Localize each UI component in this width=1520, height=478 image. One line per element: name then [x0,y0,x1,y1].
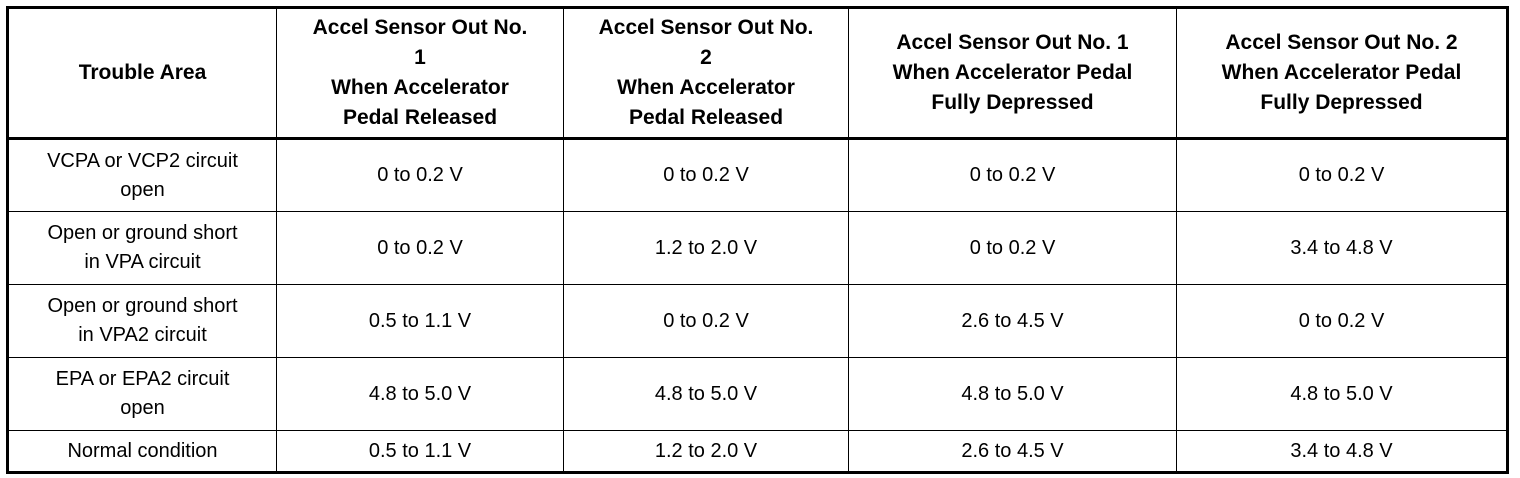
cell-line: Open or ground short [47,222,238,244]
voltage-cell: 4.8 to 5.0 V [563,357,849,431]
voltage-cell: 4.8 to 5.0 V [848,357,1177,431]
header-cell: Accel Sensor Out No. 1 When Accelerator Ped… [276,7,564,140]
cell-line: in VPA2 circuit [78,324,207,346]
table-row: Open or ground short in VPA circuit 0 to 0… [7,211,1508,285]
voltage-cell: 0 to 0.2 V [1176,284,1508,358]
cell-line: Accel Sensor Out No. 2 [1225,31,1458,54]
header-cell: Trouble Area [7,7,277,140]
voltage-cell: 0.5 to 1.1 V [276,430,564,473]
cell-line: EPA or EPA2 circuit [55,368,230,390]
voltage-cell: 0 to 0.2 V [848,138,1177,212]
table-row: EPA or EPA2 circuit open 4.8 to 5.0 V 4.8 t… [7,357,1508,431]
cell-line: 1 [414,46,426,69]
trouble-area-cell: Open or ground short in VPA2 circuit [7,284,277,358]
cell-line: Accel Sensor Out No. [598,16,814,39]
cell-line: When Accelerator Pedal [892,61,1133,84]
cell-line: open [120,178,165,201]
voltage-cell: 2.6 to 4.5 V [848,284,1177,358]
header-cell: Accel Sensor Out No. 1 When Accelerator P… [848,7,1177,140]
voltage-cell: 0 to 0.2 V [276,138,564,212]
voltage-cell: 4.8 to 5.0 V [1176,357,1508,431]
trouble-area-cell: Open or ground short in VPA circuit [7,211,277,285]
header-cell: Accel Sensor Out No. 2 When Accelerator Ped… [563,7,849,140]
voltage-cell: 0.5 to 1.1 V [276,284,564,358]
cell-line: Fully Depressed [931,91,1094,114]
cell-line: open [120,397,165,419]
voltage-cell: 3.4 to 4.8 V [1176,211,1508,285]
table-container: Trouble Area Accel Sensor Out No. 1 When Ac… [6,6,1509,474]
cell-line: Open or ground short [47,295,238,317]
voltage-cell: 0 to 0.2 V [1176,138,1508,212]
cell-line: When Accelerator [331,76,509,99]
table-row: Normal condition 0.5 to 1.1 V 1.2 to 2.0 V… [7,430,1508,473]
cell-line: in VPA circuit [84,251,201,273]
voltage-table: Trouble Area Accel Sensor Out No. 1 When Ac… [6,6,1509,474]
trouble-area-cell: EPA or EPA2 circuit open [7,357,277,431]
cell-line: VCPA or VCP2 circuit [47,149,238,172]
cell-line: Accel Sensor Out No. [312,16,528,39]
voltage-cell: 2.6 to 4.5 V [848,430,1177,473]
cell-line: Trouble Area [78,61,207,84]
voltage-cell: 0 to 0.2 V [276,211,564,285]
cell-line: When Accelerator Pedal [1221,61,1462,84]
voltage-cell: 1.2 to 2.0 V [563,211,849,285]
table-header: Trouble Area Accel Sensor Out No. 1 When Ac… [7,7,1508,140]
cell-line: Pedal Released [342,106,498,129]
header-cell: Accel Sensor Out No. 2 When Accelerator P… [1176,7,1508,140]
voltage-cell: 4.8 to 5.0 V [276,357,564,431]
trouble-area-cell: Normal condition [7,430,277,473]
header-row: Trouble Area Accel Sensor Out No. 1 When Ac… [7,7,1508,140]
cell-line: 2 [700,46,712,69]
table-row: Open or ground short in VPA2 circuit 0.5 t… [7,284,1508,358]
voltage-cell: 0 to 0.2 V [563,138,849,212]
voltage-cell: 1.2 to 2.0 V [563,430,849,473]
cell-line: When Accelerator [617,76,795,99]
cell-line: Normal condition [67,439,218,462]
voltage-cell: 0 to 0.2 V [563,284,849,358]
cell-line: Fully Depressed [1260,91,1423,114]
voltage-cell: 0 to 0.2 V [848,211,1177,285]
cell-line: Accel Sensor Out No. 1 [896,31,1129,54]
voltage-cell: 3.4 to 4.8 V [1176,430,1508,473]
trouble-area-cell: VCPA or VCP2 circuit open [7,138,277,212]
cell-line: Pedal Released [628,106,784,129]
